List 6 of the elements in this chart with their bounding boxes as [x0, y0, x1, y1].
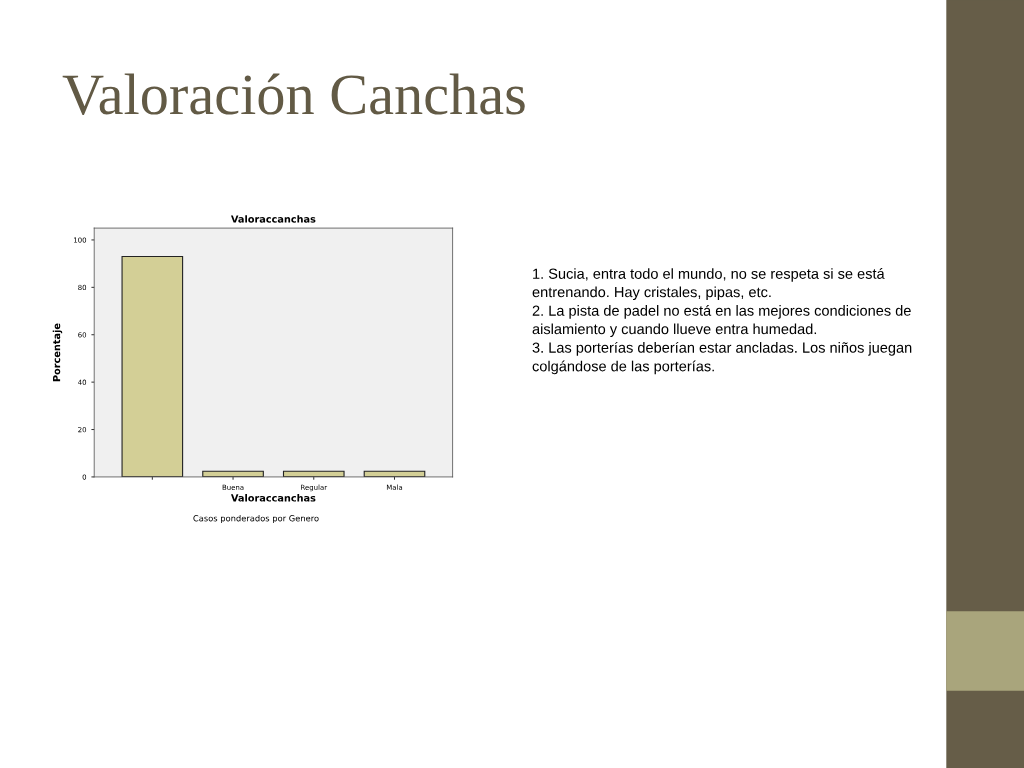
text: Casos ponderados por Genero: [193, 514, 319, 524]
chart-title: Valoración Canchas: [62, 73, 525, 115]
x-axis-title: Valoraccanchas: [230, 494, 316, 502]
chart-subtitle: Valoraccanchas: [230, 215, 316, 223]
text: 1. Sucia, entra todo el mundo, no se respeta si se está entrenando. Hay cristales, pipas, etc. 2. La pista de padel no está en las mejores condiciones de aislamiento y cuando llueve entra humedad. 3. Las porterías deberían estar ancladas. Los niños juegan colgándose de las porterías.: [532, 268, 912, 375]
y-axis-title: Porcentaje: [52, 323, 63, 382]
